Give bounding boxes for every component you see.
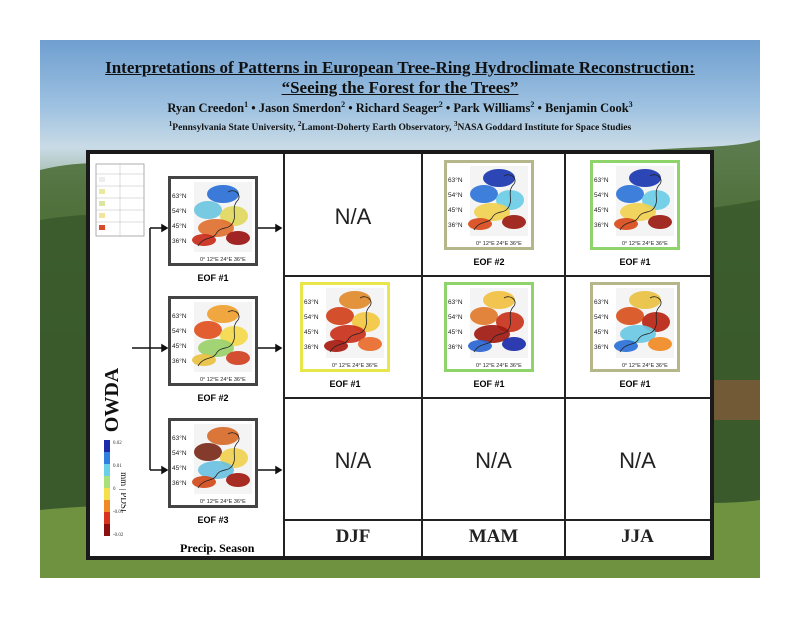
svg-text:36°N: 36°N [304, 343, 319, 351]
svg-text:36°N: 36°N [448, 221, 463, 229]
svg-text:54°N: 54°N [594, 313, 609, 321]
season-djf: DJF [335, 526, 371, 547]
svg-text:63°N: 63°N [172, 192, 187, 200]
svg-text:45°N: 45°N [172, 222, 187, 230]
author: Benjamin Cook3 [544, 100, 633, 116]
map-figure: 63°N 54°N 45°N 36°N 0° 12°E 24°E 36°E [168, 296, 258, 386]
svg-text:45°N: 45°N [172, 342, 187, 350]
map-jja-eof1-top: 63°N 54°N 45°N 36°N 0° 12°E 24°E 36°E EOF #1 [590, 160, 680, 267]
owda-label: OWDA [101, 367, 123, 432]
svg-text:36°N: 36°N [594, 343, 609, 351]
svg-text:54°N: 54°N [172, 207, 187, 215]
map-figure: 63°N 54°N 45°N 36°N 0° 12°E 24°E 36°E [168, 176, 258, 266]
poster: Interpretations of Patterns in European … [40, 40, 760, 578]
map-mam-eof2: 63°N 54°N 45°N 36°N 0° 12°E 24°E 36°E EOF #2 [444, 160, 534, 267]
eof-caption: EOF #2 [473, 257, 505, 267]
colorbar-tick: -0.02 [113, 533, 124, 538]
svg-text:0° 12°E 24°E 36°E: 0° 12°E 24°E 36°E [476, 241, 522, 247]
svg-text:36°N: 36°N [172, 357, 187, 365]
eof-caption: EOF #1 [197, 273, 229, 283]
affiliation: 3NASA Goddard Institute for Space Studie… [453, 120, 632, 134]
map-figure: 63°N 54°N 45°N 36°N 0° 12°E 24°E 36°E [168, 418, 258, 508]
map-owda-eof2: 63°N 54°N 45°N 36°N 0° 12°E 24°E 36°E EOF #2 [168, 296, 258, 403]
colorbar-units: mm | PDSI [119, 472, 126, 512]
eof-caption: EOF #1 [619, 379, 651, 389]
author: Ryan Creedon1 [167, 100, 249, 116]
svg-text:54°N: 54°N [448, 191, 463, 199]
colorbar-tick: 0 [113, 487, 116, 492]
author: Richard Seager2 [355, 100, 443, 116]
svg-text:0° 12°E 24°E 36°E: 0° 12°E 24°E 36°E [332, 363, 378, 369]
affiliations: 1Pennsylvania State University, 2Lamont-… [40, 120, 760, 133]
eof-caption: EOF #1 [473, 379, 505, 389]
svg-text:54°N: 54°N [594, 191, 609, 199]
map-jja-eof1: 63°N 54°N 45°N 36°N 0° 12°E 24°E 36°E EOF #1 [590, 282, 680, 389]
svg-text:45°N: 45°N [594, 206, 609, 214]
map-figure: 63°N 54°N 45°N 36°N 0° 12°E 24°E 36°E [590, 160, 680, 250]
svg-text:63°N: 63°N [594, 176, 609, 184]
svg-text:36°N: 36°N [448, 343, 463, 351]
season-mam: MAM [468, 526, 519, 547]
legend-box [95, 163, 145, 237]
svg-text:0° 12°E 24°E 36°E: 0° 12°E 24°E 36°E [476, 363, 522, 369]
svg-text:54°N: 54°N [448, 313, 463, 321]
authors: Ryan Creedon1 • Jason Smerdon2 • Richard… [167, 100, 633, 116]
na-owda-djf-eof1: N/A [334, 204, 372, 229]
affiliation: 2Lamont-Doherty Earth Observatory, [297, 120, 454, 134]
svg-text:45°N: 45°N [594, 328, 609, 336]
map-figure: 63°N 54°N 45°N 36°N 0° 12°E 24°E 36°E [444, 282, 534, 372]
eof-caption: EOF #1 [619, 257, 651, 267]
colorbar-units-box: mm | PDSI [119, 472, 126, 512]
svg-text:0° 12°E 24°E 36°E: 0° 12°E 24°E 36°E [622, 363, 668, 369]
season-jja: JJA [621, 526, 654, 547]
colorbar-tick: 0.01 [113, 464, 122, 469]
svg-text:45°N: 45°N [448, 206, 463, 214]
owda-label-box: OWDA [101, 367, 123, 432]
svg-text:45°N: 45°N [172, 464, 187, 472]
eof-caption: EOF #3 [197, 515, 229, 525]
svg-text:54°N: 54°N [172, 449, 187, 457]
grid-lines: 0.02 0.01 0 -0.01 -0.02 [95, 154, 710, 556]
map-djf-eof1: 63°N 54°N 45°N 36°N 0° 12°E 24°E 36°E EOF #1 [300, 282, 390, 389]
svg-text:54°N: 54°N [304, 313, 319, 321]
colorbar [104, 440, 110, 536]
na-mam-eof3: N/A [475, 448, 512, 473]
map-figure: 63°N 54°N 45°N 36°N 0° 12°E 24°E 36°E [300, 282, 390, 372]
poster-title-line-1: Interpretations of Patterns in European … [105, 58, 695, 77]
eof-caption: EOF #1 [329, 379, 361, 389]
author: Park Williams2 [453, 100, 535, 116]
map-mam-eof1: 63°N 54°N 45°N 36°N 0° 12°E 24°E 36°E EOF #1 [444, 282, 534, 389]
svg-text:0° 12°E 24°E 36°E: 0° 12°E 24°E 36°E [200, 377, 246, 383]
map-owda-eof1: 63°N 54°N 45°N 36°N 0° 12°E 24°E 36°E EOF #1 [168, 176, 258, 283]
poster-title-line-2: “Seeing the Forest for the Trees” [281, 78, 519, 97]
svg-text:63°N: 63°N [172, 312, 187, 320]
colorbar-tick: -0.01 [113, 510, 124, 515]
svg-text:0° 12°E 24°E 36°E: 0° 12°E 24°E 36°E [200, 499, 246, 505]
na-jja-eof3: N/A [619, 448, 656, 473]
svg-text:63°N: 63°N [304, 298, 319, 306]
map-figure: 63°N 54°N 45°N 36°N 0° 12°E 24°E 36°E [590, 282, 680, 372]
svg-text:63°N: 63°N [172, 434, 187, 442]
svg-text:36°N: 36°N [172, 479, 187, 487]
map-owda-eof3: 63°N 54°N 45°N 36°N 0° 12°E 24°E 36°E EOF #3 [168, 418, 258, 525]
svg-text:63°N: 63°N [448, 298, 463, 306]
colorbar-tick: 0.02 [113, 441, 122, 446]
map-figure: 63°N 54°N 45°N 36°N 0° 12°E 24°E 36°E [444, 160, 534, 250]
svg-text:36°N: 36°N [594, 221, 609, 229]
svg-text:0° 12°E 24°E 36°E: 0° 12°E 24°E 36°E [622, 241, 668, 247]
svg-text:63°N: 63°N [448, 176, 463, 184]
svg-text:45°N: 45°N [448, 328, 463, 336]
svg-text:45°N: 45°N [304, 328, 319, 336]
results-panel: 0.02 0.01 0 -0.01 -0.02 63°N 54°N 45°N 36°N 0° 1… [86, 150, 714, 560]
eof-caption: EOF #2 [197, 393, 229, 403]
na-djf-eof3: N/A [334, 448, 372, 473]
svg-text:36°N: 36°N [172, 237, 187, 245]
author: Jason Smerdon2 [258, 100, 346, 116]
svg-text:63°N: 63°N [594, 298, 609, 306]
svg-text:54°N: 54°N [172, 327, 187, 335]
svg-text:0° 12°E 24°E 36°E: 0° 12°E 24°E 36°E [200, 257, 246, 263]
precip-season-label: Precip. Season [180, 541, 255, 555]
affiliation: 1Pennsylvania State University, [168, 120, 298, 134]
